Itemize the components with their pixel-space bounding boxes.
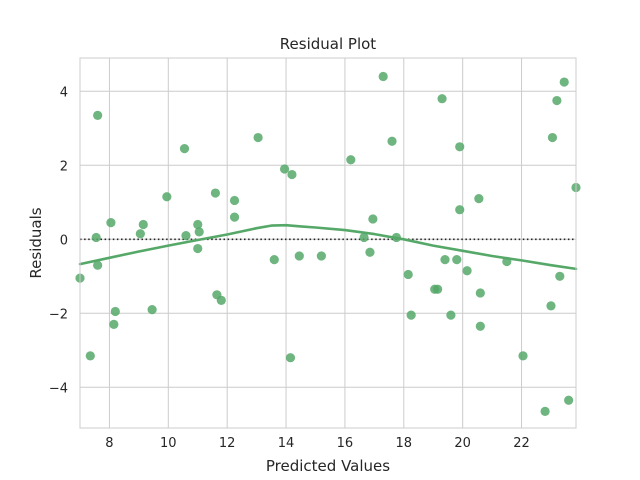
x-tick-label: 10 <box>160 436 177 451</box>
residual-point <box>162 192 172 202</box>
plot-frame <box>79 57 577 429</box>
residual-point <box>93 110 103 120</box>
residual-point <box>229 195 240 206</box>
residual-point <box>285 353 296 363</box>
y-tick-labels: −4 −2 0 2 4 <box>49 85 68 396</box>
residual-point <box>135 229 145 239</box>
residual-point <box>279 164 290 174</box>
chart-title: Residual Plot <box>280 35 377 53</box>
residual-point <box>446 310 456 320</box>
x-tick-label: 8 <box>105 436 113 451</box>
residual-point <box>287 169 297 180</box>
residual-point <box>378 71 388 82</box>
residual-point <box>194 227 204 237</box>
residual-point <box>91 232 101 243</box>
x-tick-label: 18 <box>396 436 413 451</box>
x-tick-label: 16 <box>337 436 354 451</box>
residual-point <box>406 310 416 320</box>
residual-point <box>147 305 157 315</box>
residual-point <box>294 251 304 261</box>
residual-point <box>546 301 556 311</box>
plot-area <box>80 58 576 428</box>
residual-point <box>316 251 326 261</box>
x-tick-label: 22 <box>513 436 530 451</box>
x-tick-label: 20 <box>454 436 471 451</box>
x-tick-labels: 8 10 12 14 16 18 20 22 <box>105 436 530 451</box>
residual-point <box>540 406 550 416</box>
residual-point <box>109 319 119 329</box>
y-axis-label: Residuals <box>27 207 45 278</box>
residual-point <box>181 231 191 241</box>
residual-point <box>387 136 397 146</box>
residual-point <box>547 132 558 143</box>
x-tick-label: 12 <box>219 436 236 451</box>
residual-point <box>474 194 484 204</box>
residual-point <box>85 351 95 361</box>
residual-point <box>110 306 120 317</box>
residual-point <box>193 219 203 230</box>
residual-point <box>518 351 528 361</box>
residual-point <box>193 243 203 254</box>
x-tick-label: 14 <box>278 436 295 451</box>
residual-point <box>462 266 472 276</box>
residual-point <box>403 269 413 280</box>
residual-point <box>216 295 226 305</box>
residual-point <box>455 142 465 152</box>
residual-point <box>552 95 562 106</box>
residual-point <box>253 132 263 143</box>
residual-point <box>229 212 240 222</box>
residual-point <box>138 219 148 230</box>
residual-point <box>433 284 443 294</box>
y-tick-label: −4 <box>49 381 68 396</box>
residual-point <box>365 247 375 257</box>
residual-point <box>555 271 565 281</box>
residual-points <box>75 71 581 416</box>
residual-point <box>269 255 279 265</box>
residual-point <box>559 77 569 87</box>
y-tick-label: 0 <box>60 233 68 248</box>
residual-point <box>475 288 485 298</box>
residual-point <box>452 255 462 265</box>
residual-point <box>368 214 378 224</box>
y-tick-label: −2 <box>49 307 68 322</box>
residual-point <box>359 232 369 243</box>
residual-point <box>210 188 221 198</box>
y-tick-label: 4 <box>60 85 68 100</box>
residual-point <box>179 144 190 154</box>
residual-point <box>440 255 450 265</box>
x-axis-label: Predicted Values <box>266 457 390 475</box>
residual-point <box>106 218 116 228</box>
residual-point <box>564 395 574 405</box>
residual-point <box>346 155 356 165</box>
residual-point <box>437 94 447 104</box>
residual-point <box>475 321 485 331</box>
trend-line <box>78 223 578 271</box>
residual-point <box>93 260 103 270</box>
residual-point <box>455 205 465 215</box>
y-tick-label: 2 <box>60 159 68 174</box>
